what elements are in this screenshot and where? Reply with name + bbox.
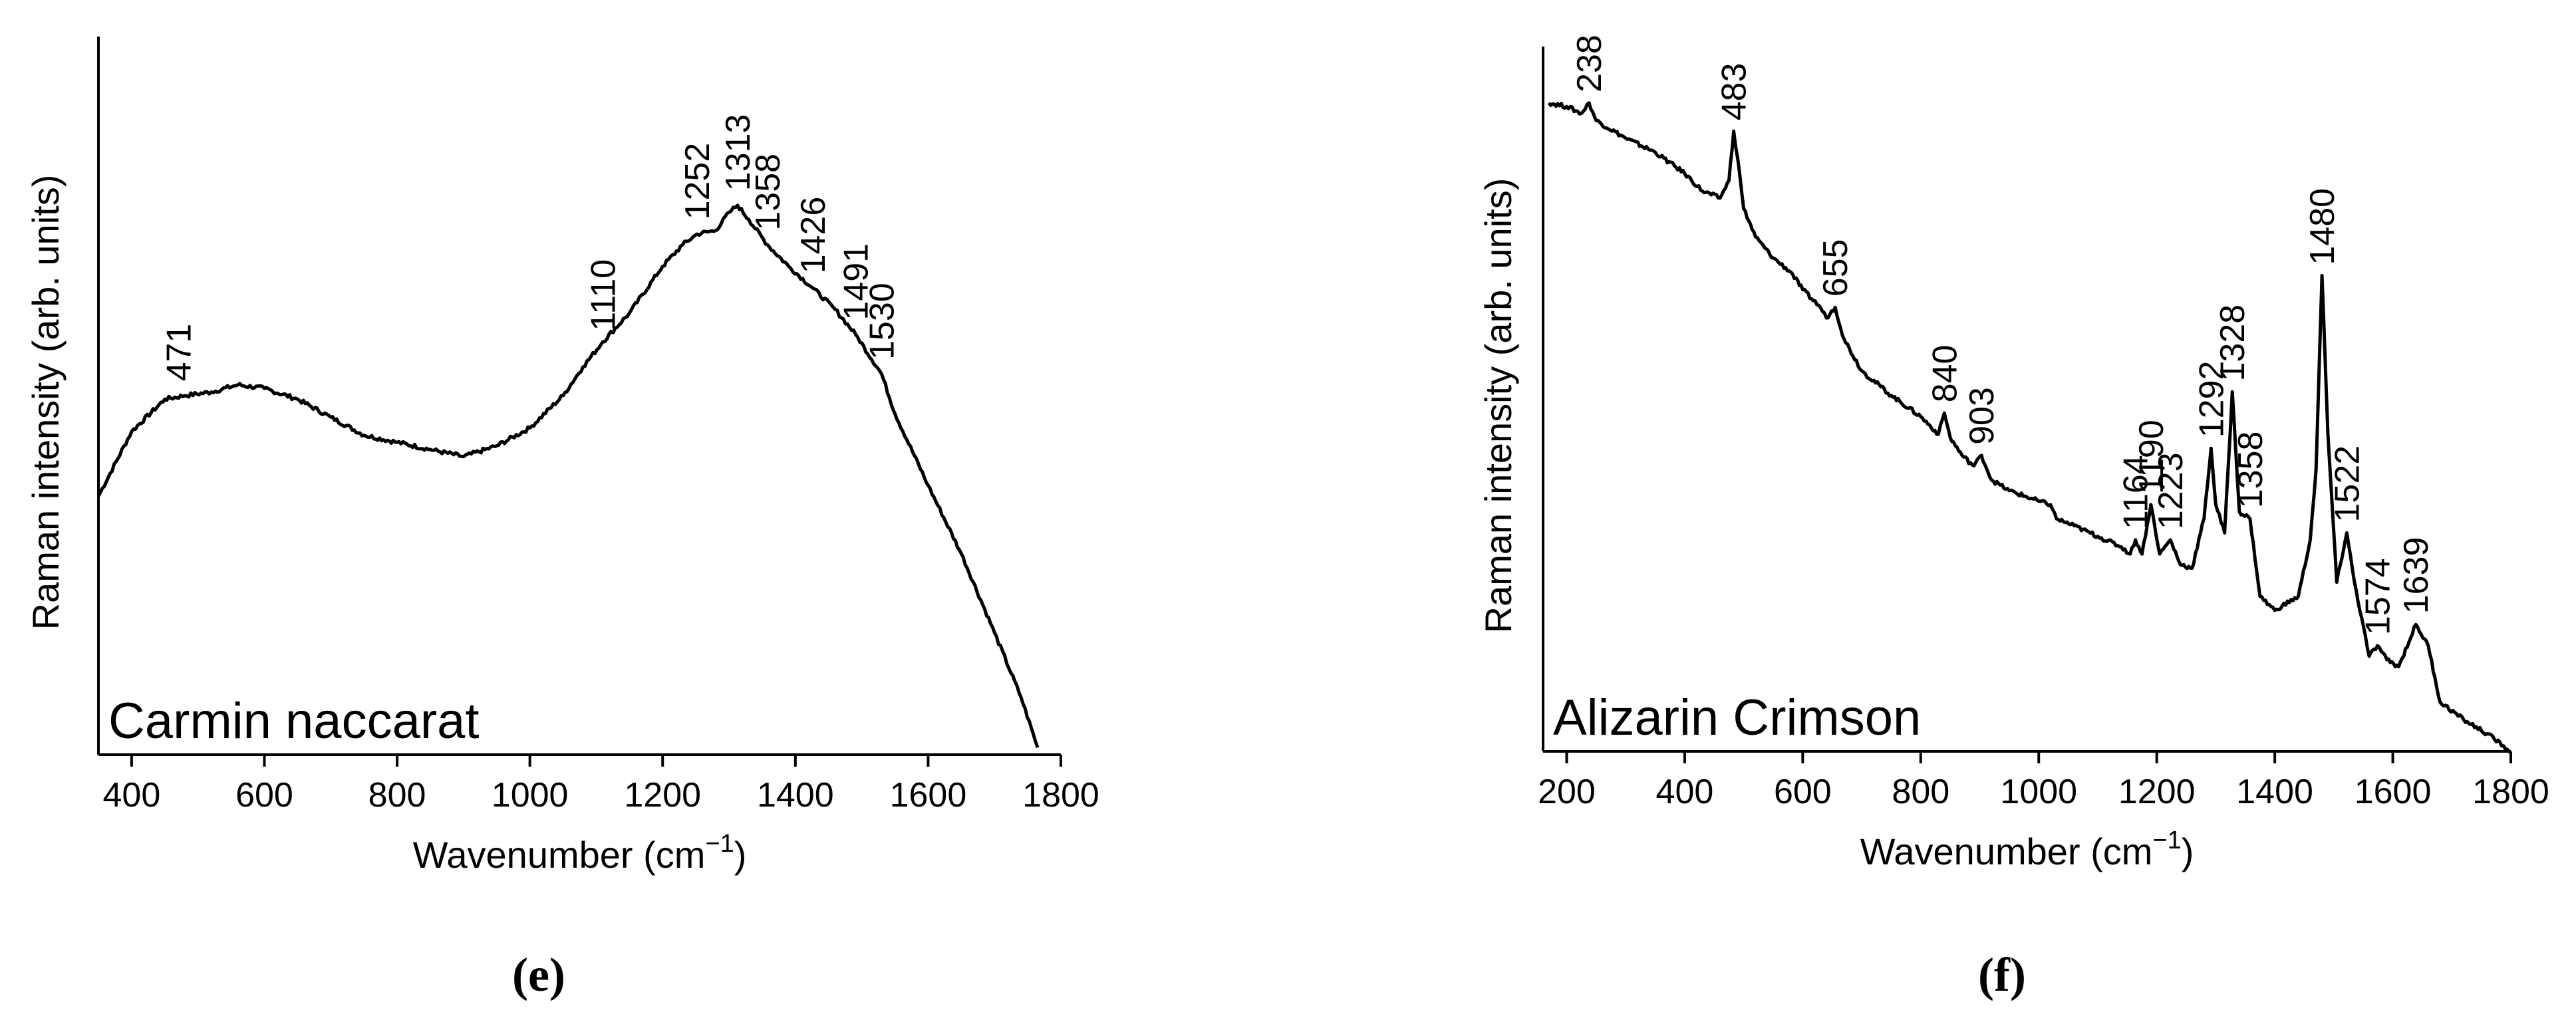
- y-axis-label: Raman intensity (arb. units): [25, 175, 67, 630]
- peak-label: 1328: [2214, 305, 2252, 382]
- x-axis-label-close: ): [734, 834, 747, 876]
- x-tick-label: 1400: [757, 776, 834, 815]
- x-tick-label: 400: [103, 776, 161, 815]
- peak-label: 1639: [2397, 537, 2436, 614]
- peak-label: 840: [1926, 345, 1964, 403]
- peak-label: 1110: [584, 259, 623, 331]
- x-tick-label: 600: [235, 776, 293, 815]
- sample-label: Alizarin Crimson: [1553, 690, 1921, 746]
- x-tick-label: 1200: [624, 776, 701, 815]
- peak-label: 1491: [837, 243, 876, 320]
- spectrum-line: [1547, 101, 2511, 753]
- x-axis-label: Wavenumber (cm−1): [413, 830, 747, 876]
- x-axis-label-superscript: −1: [2152, 826, 2181, 854]
- peak-label: 1530: [863, 283, 902, 360]
- peak-label: 1164: [2117, 455, 2156, 529]
- x-tick-label: 1600: [2355, 773, 2432, 811]
- x-axis-label-close: ): [2182, 830, 2194, 872]
- peak-label: 1574: [2359, 558, 2397, 635]
- x-tick-label: 400: [1656, 773, 1714, 811]
- x-tick-label: 1800: [1022, 776, 1099, 815]
- peak-label: 655: [1816, 239, 1855, 297]
- peak-label: 1426: [794, 197, 833, 274]
- peak-label: 1292: [2192, 361, 2231, 438]
- x-tick-label: 1000: [492, 776, 569, 815]
- x-tick-label: 200: [1538, 773, 1596, 811]
- peak-label: 1358: [2231, 432, 2270, 509]
- peak-label: 1522: [2328, 445, 2366, 523]
- peak-label: 903: [1963, 387, 2001, 445]
- x-axis-label-superscript: −1: [705, 830, 734, 858]
- peak-label: 1252: [678, 143, 717, 220]
- peak-label: 238: [1570, 35, 1609, 92]
- peak-label: 1480: [2303, 188, 2342, 265]
- x-axis-label: Wavenumber (cm−1): [1860, 826, 2194, 872]
- chart-carmin-naccarat: 400 600 800 1000 1200 1400 1600 1800 Wavenumber …: [25, 37, 1099, 1001]
- panel-label: (e): [512, 948, 565, 1001]
- peak-label: 1313: [719, 114, 758, 191]
- x-tick-label: 1600: [890, 776, 967, 815]
- peak-label: 471: [160, 324, 199, 382]
- spectrum-line: [96, 203, 1040, 749]
- x-tick-label: 1200: [2118, 773, 2196, 811]
- sample-label: Carmin naccarat: [108, 693, 480, 749]
- x-tick-label: 600: [1774, 773, 1832, 811]
- x-tick-label: 1800: [2472, 773, 2549, 811]
- peak-label: 1358: [749, 154, 787, 231]
- x-axis-label-main: Wavenumber (cm: [1860, 830, 2153, 872]
- peak-label: 1223: [2152, 452, 2190, 529]
- y-axis-label: Raman intensity (arb. units): [1477, 178, 1519, 634]
- x-tick-label: 1000: [2000, 773, 2077, 811]
- x-tick-label: 800: [368, 776, 426, 815]
- chart-alizarin-crimson: 200 400 600 800 1000 1200 1400 1600 1800 Wavenumb…: [1477, 35, 2549, 1001]
- panel-label: (f): [1978, 948, 2026, 1001]
- x-tick-label: 800: [1892, 773, 1949, 811]
- peak-label: 1190: [2132, 420, 2171, 494]
- x-tick-label: 1400: [2236, 773, 2313, 811]
- peak-label: 483: [1715, 63, 1754, 121]
- x-axis-label-main: Wavenumber (cm: [413, 834, 706, 876]
